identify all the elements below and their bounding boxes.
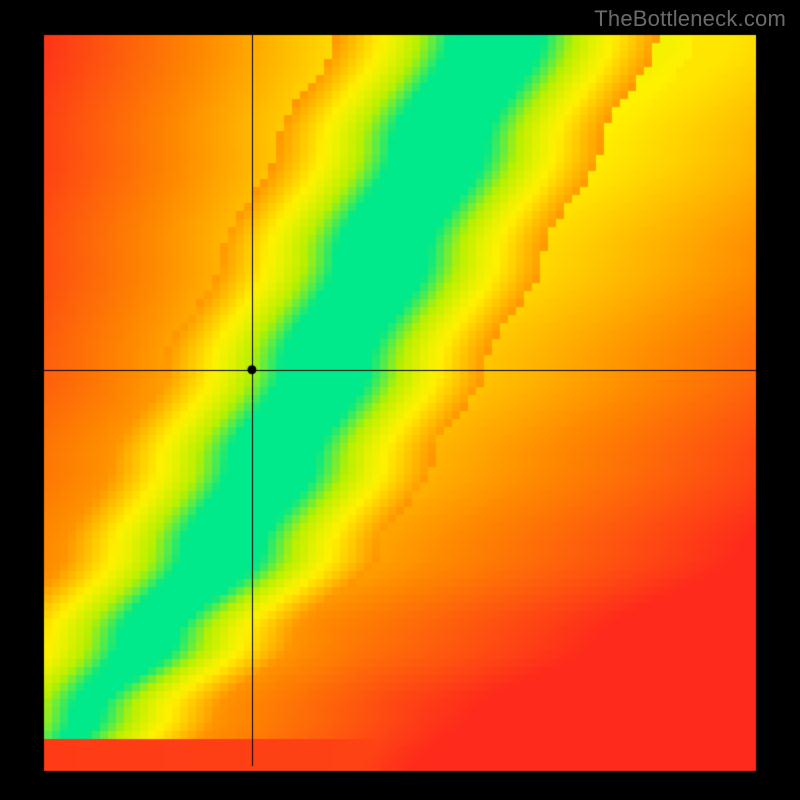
watermark: TheBottleneck.com bbox=[594, 6, 786, 32]
chart-root: TheBottleneck.com bbox=[0, 0, 800, 800]
heatmap-canvas bbox=[0, 0, 800, 800]
